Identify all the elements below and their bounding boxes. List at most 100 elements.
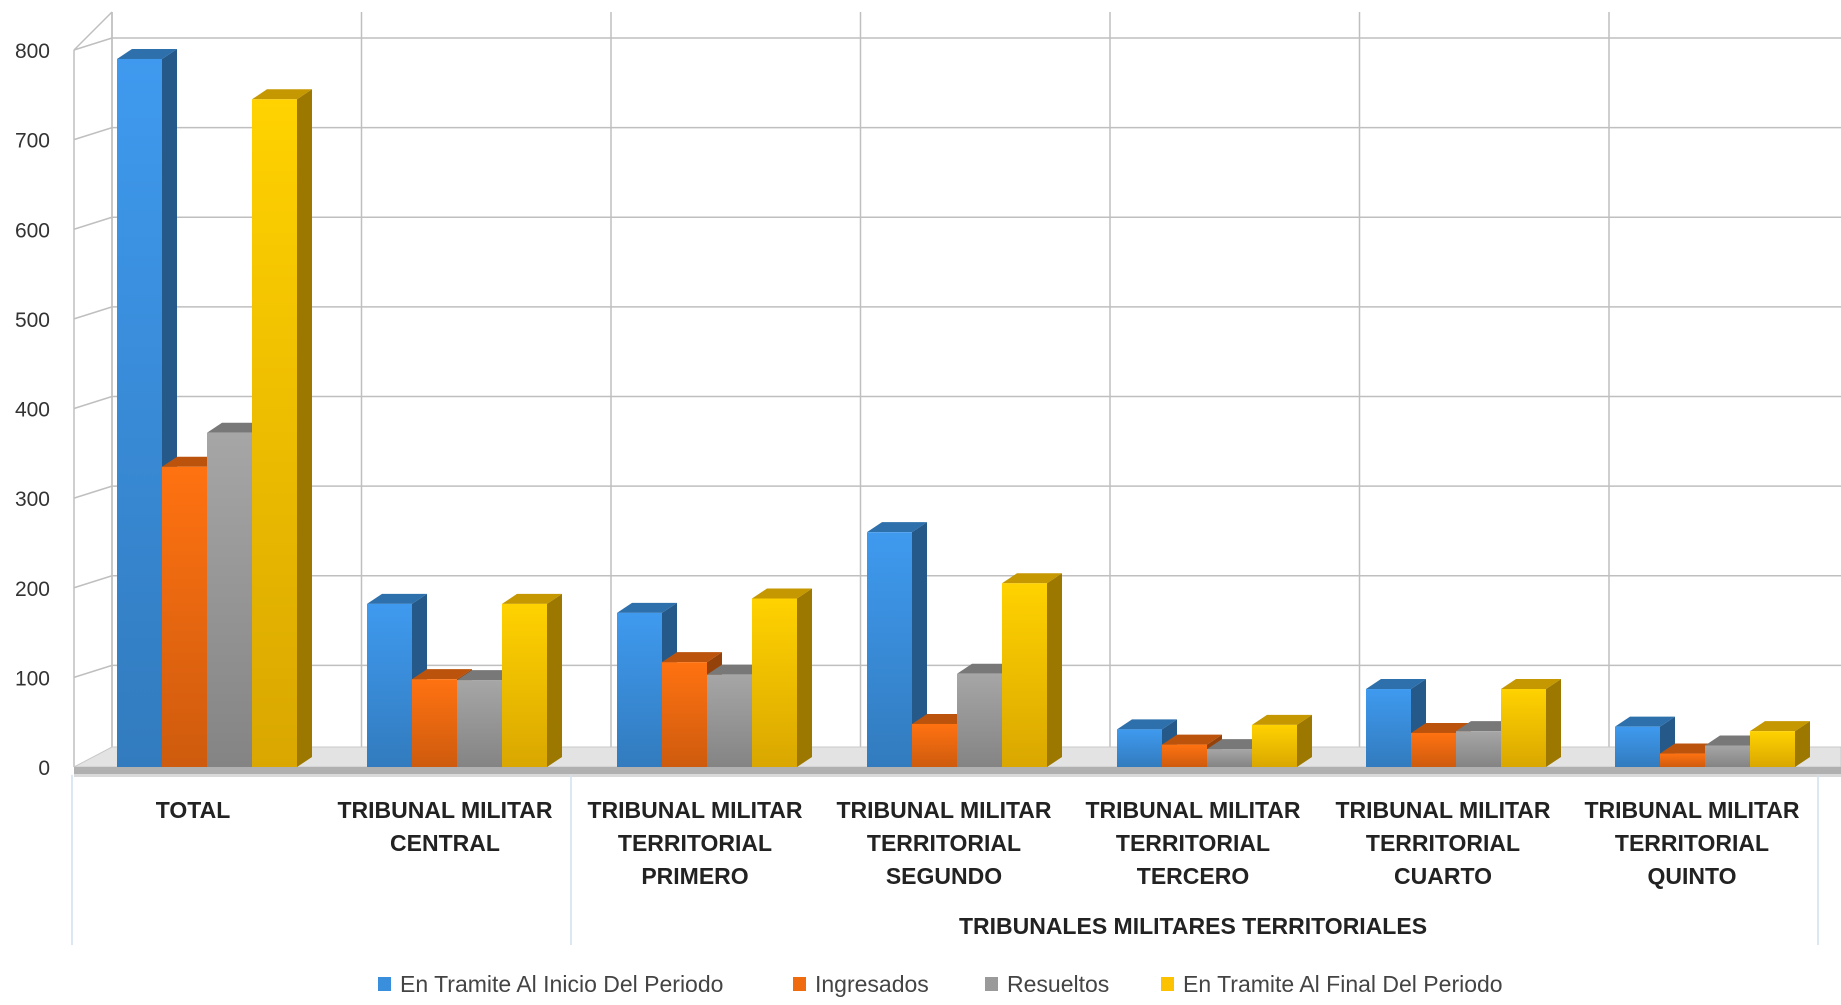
gridline-side [73, 306, 113, 320]
bar [1456, 731, 1501, 767]
bar-side [1297, 714, 1312, 767]
bar [912, 723, 957, 767]
bar [1117, 729, 1162, 767]
category-label: TRIBUNAL MILITAR [337, 797, 552, 823]
gridline-side [73, 126, 113, 141]
bar [1162, 744, 1207, 767]
bar-side [297, 89, 312, 767]
gridlines [73, 12, 1841, 768]
bar-top [1366, 679, 1426, 690]
y-axis-top-line [73, 11, 113, 51]
y-axis: 0 100 200 300 400 500 600 700 800 [15, 11, 113, 780]
bar [1252, 724, 1297, 767]
bar-side [547, 593, 562, 767]
legend-label: Resueltos [1007, 971, 1109, 997]
bar [207, 432, 252, 767]
bar-side [912, 522, 927, 767]
category-label: TERRITORIAL [1366, 830, 1520, 856]
category-label: TRIBUNAL MILITAR [1584, 797, 1799, 823]
y-tick-label: 200 [15, 578, 50, 601]
category-label: CUARTO [1394, 863, 1492, 889]
gridline-side [73, 664, 113, 679]
y-tick-label: 0 [38, 757, 50, 780]
gridline-side [73, 37, 113, 51]
y-tick-label: 600 [15, 219, 50, 242]
bar-top [1411, 722, 1471, 733]
category-label: SEGUNDO [886, 863, 1002, 889]
bar-top [1162, 734, 1222, 745]
bar-top [412, 669, 472, 680]
bars [117, 48, 1810, 767]
y-tick-label: 700 [15, 130, 50, 153]
bar [867, 532, 912, 767]
bar-top [662, 652, 722, 663]
legend-label: Ingresados [815, 971, 929, 997]
category-label: TERRITORIAL [1116, 830, 1270, 856]
legend: En Tramite Al Inicio Del Periodo Ingresad… [378, 971, 1503, 997]
legend-swatch [793, 977, 806, 991]
bar-side [797, 588, 812, 767]
floor-shadow [74, 774, 1841, 777]
bar [1705, 745, 1750, 767]
y-tick-label: 100 [15, 667, 50, 690]
category-label: TERRITORIAL [867, 830, 1021, 856]
bar [662, 662, 707, 767]
bar [957, 673, 1002, 767]
gridline-side [73, 216, 113, 230]
bar-top [252, 89, 312, 100]
bar-top [1750, 721, 1810, 732]
bar-top [1615, 716, 1675, 727]
y-tick-label: 400 [15, 399, 50, 422]
group-label: TRIBUNALES MILITARES TERRITORIALES [959, 913, 1427, 939]
category-label: TRIBUNAL MILITAR [1085, 797, 1300, 823]
gridline-side [73, 395, 113, 410]
bar [1366, 689, 1411, 767]
bar [367, 603, 412, 767]
bar-top [867, 522, 927, 533]
category-label: TERRITORIAL [618, 830, 772, 856]
bar-top [1117, 719, 1177, 730]
bar [1002, 583, 1047, 767]
legend-label: En Tramite Al Final Del Periodo [1183, 971, 1503, 997]
category-label: CENTRAL [390, 830, 500, 856]
y-tick-label: 300 [15, 488, 50, 511]
bar-top [367, 593, 427, 604]
bar [617, 612, 662, 767]
bar [707, 674, 752, 767]
category-label: TRIBUNAL MILITAR [836, 797, 1051, 823]
bar [1207, 749, 1252, 767]
category-label: TRIBUNAL MILITAR [1335, 797, 1550, 823]
bar [1660, 753, 1705, 767]
legend-swatch [1161, 977, 1174, 991]
category-axis: TOTAL TRIBUNAL MILITAR CENTRAL TRIBUNAL MIL… [71, 775, 1819, 945]
gridline-side [73, 575, 113, 589]
bar-top [1501, 679, 1561, 690]
bar-top [617, 602, 677, 613]
bar [162, 466, 207, 767]
bar [457, 680, 502, 767]
category-label: PRIMERO [641, 863, 748, 889]
bar [252, 99, 297, 767]
category-label: TERRITORIAL [1615, 830, 1769, 856]
bar [752, 598, 797, 767]
bar-top [1002, 573, 1062, 584]
y-tick-label: 500 [15, 309, 50, 332]
legend-swatch [985, 977, 998, 991]
gridline-side [73, 485, 113, 499]
bar-top [1252, 714, 1312, 725]
bar [502, 603, 547, 767]
bar-side [1546, 679, 1561, 767]
legend-swatch [378, 977, 391, 991]
category-label: TRIBUNAL MILITAR [587, 797, 802, 823]
y-tick-label: 800 [15, 40, 50, 63]
bar-side [1795, 721, 1810, 767]
bar [1501, 689, 1546, 767]
floor-edge [74, 767, 1841, 774]
bar-top [117, 48, 177, 59]
bar [412, 679, 457, 767]
bar-top [502, 593, 562, 604]
bar-top [752, 588, 812, 599]
bar [117, 58, 162, 767]
